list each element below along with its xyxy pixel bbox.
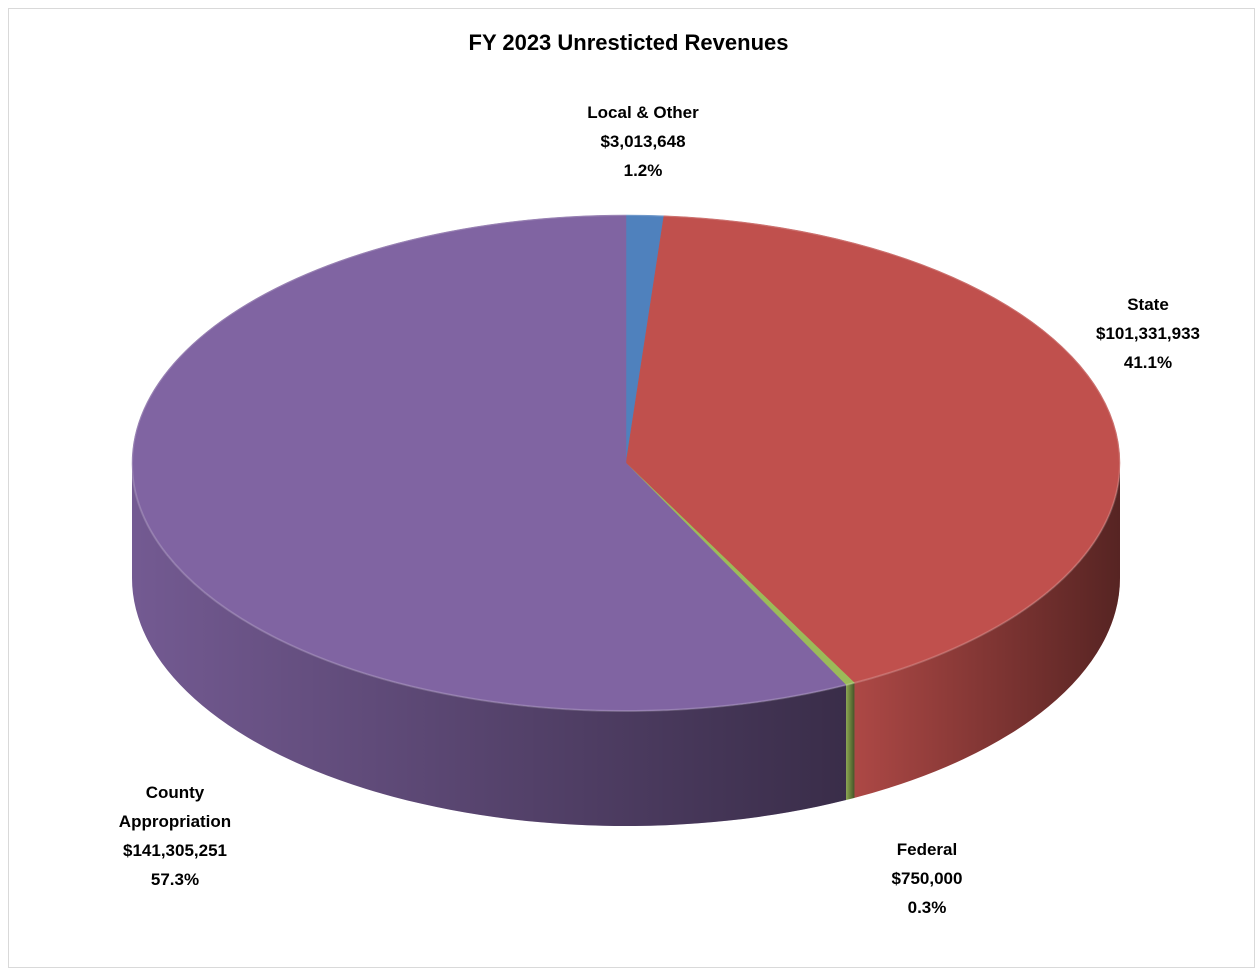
slice-name: State	[1127, 295, 1169, 314]
pie-slice-county-appropriation-side-shade	[132, 463, 847, 827]
slice-percent: 57.3%	[150, 870, 200, 889]
pie-slice-state	[625, 215, 1121, 684]
slice-name-line-2: Appropriation	[118, 812, 232, 831]
label-state: State $101,331,933 41.1%	[1058, 290, 1238, 377]
pie-slice-county-appropriation	[131, 214, 847, 712]
pie-rim-highlight	[131, 214, 1121, 712]
pie-tops	[131, 214, 1121, 712]
slice-percent: 0.3%	[907, 898, 947, 917]
slice-value: $141,305,251	[123, 841, 227, 860]
label-local-other: Local & Other $3,013,648 1.2%	[538, 98, 748, 185]
label-federal: Federal $750,000 0.3%	[847, 835, 1007, 922]
label-county-appropriation: County Appropriation $141,305,251 57.3%	[95, 778, 255, 894]
slice-value: $3,013,648	[600, 132, 686, 151]
pie-sides	[132, 463, 1120, 827]
slice-value: $101,331,933	[1096, 324, 1200, 343]
pie-slice-state-side-shade	[854, 463, 1120, 798]
slice-name-line-1: County	[145, 783, 205, 802]
slice-name: Federal	[896, 840, 958, 859]
slice-name: Local & Other	[587, 103, 699, 122]
chart-title: FY 2023 Unresticted Revenues	[468, 30, 789, 55]
pie-slice-federal-side-shade	[846, 682, 855, 801]
slice-percent: 1.2%	[623, 161, 663, 180]
slice-percent: 41.1%	[1123, 353, 1173, 372]
slice-value: $750,000	[891, 869, 963, 888]
